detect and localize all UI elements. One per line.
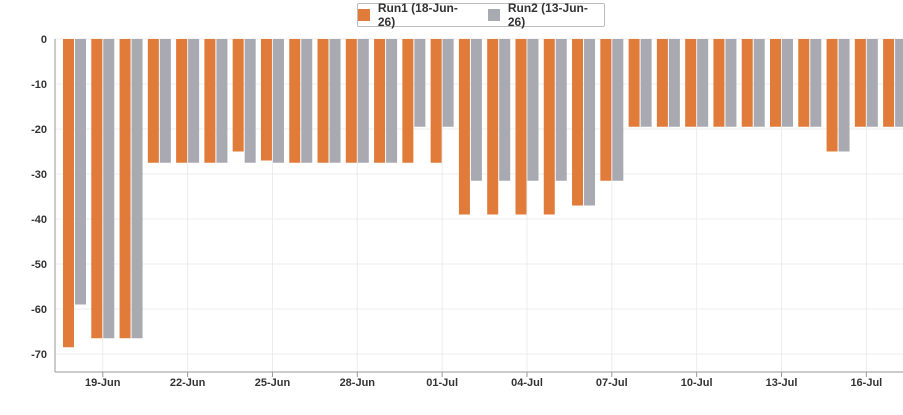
bar-run1 [487, 39, 499, 215]
bar-run1 [515, 39, 527, 215]
x-tick-label: 13-Jul [766, 377, 798, 389]
bar-run2 [782, 39, 793, 127]
bar-run2 [329, 39, 341, 163]
bar-run1 [854, 39, 866, 127]
legend-label-run2: Run2 (13-Jun-26) [507, 1, 588, 29]
legend-item-run2[interactable]: Run2 (13-Jun-26) [488, 1, 604, 29]
bar-run1 [713, 39, 725, 127]
bar-run2 [668, 39, 680, 127]
bar-run2 [753, 39, 765, 127]
bar-run1 [91, 39, 103, 339]
y-tick-label: -30 [31, 169, 47, 181]
legend-swatch-run2 [488, 9, 500, 21]
x-tick-label: 04-Jul [511, 377, 543, 389]
bar-run2 [272, 39, 284, 163]
bar-run2 [244, 39, 256, 163]
bar-run2 [499, 39, 511, 181]
y-tick-label: 0 [41, 34, 47, 46]
x-tick-label: 16-Jul [850, 377, 882, 389]
bar-run2 [527, 39, 539, 181]
bar-run2 [414, 39, 426, 127]
bar-run1 [176, 39, 188, 163]
x-tick-label: 01-Jul [426, 377, 458, 389]
bar-run1 [798, 39, 810, 127]
bar-run1 [63, 39, 74, 348]
x-tick-label: 28-Jun [340, 377, 376, 389]
bar-run2 [131, 39, 143, 339]
y-tick-label: -40 [31, 214, 47, 226]
legend-item-run1[interactable]: Run1 (18-Jun-26) [358, 1, 474, 29]
bar-run2 [357, 39, 369, 163]
bar-run1 [260, 39, 272, 161]
bar-run2 [640, 39, 652, 127]
x-tick-label: 25-Jun [255, 377, 291, 389]
bar-run2 [386, 39, 398, 163]
bar-run2 [584, 39, 596, 206]
bar-run1 [883, 39, 895, 127]
bar-run1 [543, 39, 555, 215]
x-tick-label: 22-Jun [170, 377, 206, 389]
bar-run2 [103, 39, 115, 339]
chart-legend: Run1 (18-Jun-26) Run2 (13-Jun-26) [357, 1, 605, 29]
bar-run1 [685, 39, 697, 127]
bar-run1 [119, 39, 131, 339]
y-tick-label: -50 [31, 259, 47, 271]
y-tick-label: -20 [31, 124, 47, 136]
x-tick-label: 10-Jul [681, 377, 713, 389]
y-tick-label: -10 [31, 79, 47, 91]
x-tick-label: 07-Jul [596, 377, 628, 389]
bar-run2 [75, 39, 86, 305]
bar-run2 [838, 39, 850, 152]
bar-run1 [458, 39, 470, 215]
bar-run1 [826, 39, 838, 152]
x-tick-label: 19-Jun [85, 377, 121, 389]
bar-run2 [470, 39, 482, 181]
bar-run2 [612, 39, 624, 181]
bar-run2 [216, 39, 228, 163]
bar-run1 [147, 39, 159, 163]
bar-run2 [866, 39, 878, 127]
bar-run1 [600, 39, 612, 181]
bar-run1 [374, 39, 386, 163]
bar-run2 [159, 39, 171, 163]
bar-run1 [317, 39, 329, 163]
bar-run1 [572, 39, 584, 206]
bar-run2 [725, 39, 737, 127]
bar-run1 [289, 39, 301, 163]
bar-run1 [345, 39, 357, 163]
bar-run1 [628, 39, 640, 127]
bar-run2 [895, 39, 903, 127]
legend-label-run1: Run1 (18-Jun-26) [377, 1, 458, 29]
y-tick-label: -70 [31, 349, 47, 361]
bar-run1 [402, 39, 414, 163]
bar-run1 [770, 39, 781, 127]
bar-run2 [555, 39, 567, 181]
bar-run2 [697, 39, 709, 127]
bar-run1 [430, 39, 442, 163]
y-tick-label: -60 [31, 304, 47, 316]
bar-run1 [204, 39, 216, 163]
bar-run2 [810, 39, 822, 127]
bar-run1 [232, 39, 244, 152]
bar-run1 [741, 39, 753, 127]
bar-run1 [656, 39, 668, 127]
bar-run2 [301, 39, 313, 163]
legend-swatch-run1 [358, 9, 370, 21]
bar-run2 [442, 39, 454, 127]
bar-run2 [188, 39, 200, 163]
